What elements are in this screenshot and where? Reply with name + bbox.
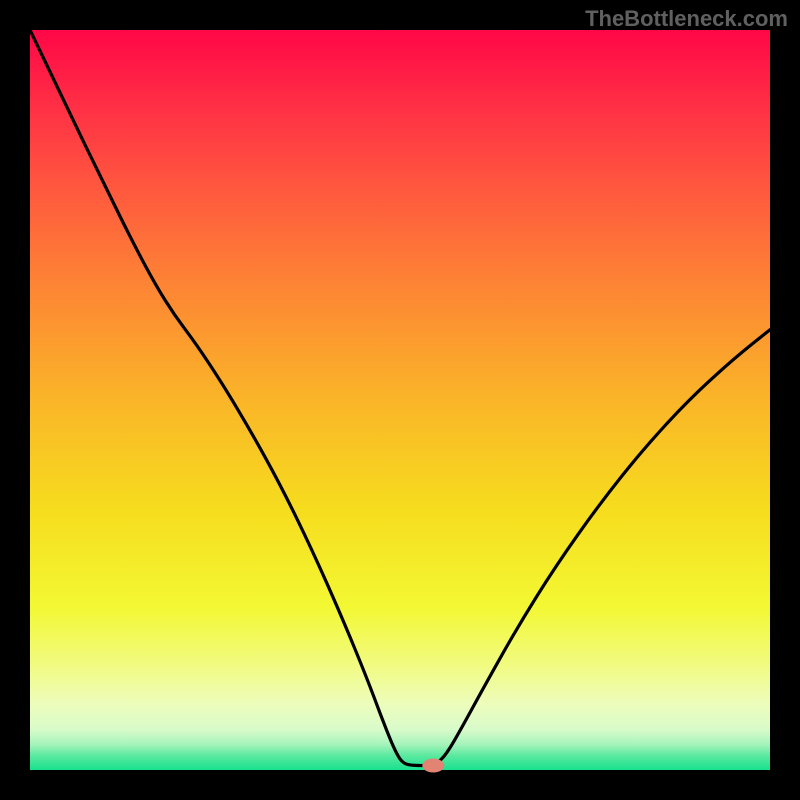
bottleneck-chart	[0, 0, 800, 800]
chart-container: TheBottleneck.com	[0, 0, 800, 800]
valley-indicator-dot	[422, 759, 444, 773]
plot-background	[30, 30, 770, 770]
watermark-text: TheBottleneck.com	[585, 6, 788, 32]
